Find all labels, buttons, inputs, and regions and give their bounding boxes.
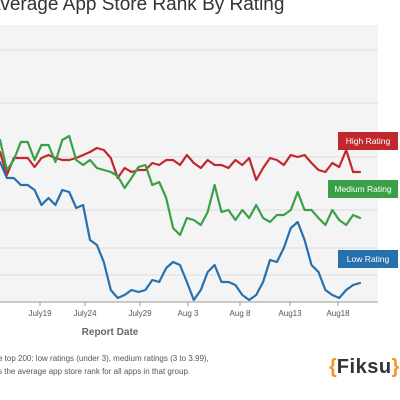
chart-title: Average App Store Rank By Rating [0, 0, 285, 15]
series-label-high-rating: High Rating [338, 132, 398, 150]
series-line-high-rating [0, 146, 362, 182]
x-axis-ticks: July19 July24 July29 Aug 3 Aug 8 Aug13 Aug18 [28, 302, 350, 318]
x-tick-label: Aug 3 [178, 309, 199, 318]
series-label-text: Medium Rating [334, 184, 391, 194]
footnote-line-1: e top 200: low ratings (under 3), medium… [0, 354, 209, 363]
logo-wordmark: Fiksu [336, 356, 392, 378]
series-label-low-rating: Low Rating [338, 250, 398, 268]
series-label-box [328, 180, 398, 198]
x-tick-label: July19 [28, 309, 52, 318]
series-label-box [338, 132, 398, 150]
series-labels: High Rating Medium Rating Low Rating [328, 132, 398, 268]
series-line-low-rating [0, 160, 362, 302]
series-label-text: High Rating [346, 136, 391, 146]
x-tick-label: Aug13 [278, 309, 302, 318]
plot-background [0, 25, 378, 302]
x-tick-label: July24 [73, 309, 97, 318]
series-label-box [338, 250, 398, 268]
footnote: e top 200: low ratings (under 3), medium… [0, 352, 209, 378]
x-axis-label: Report Date [82, 327, 139, 338]
series-line-medium-rating [0, 134, 362, 237]
series-label-medium-rating: Medium Rating [328, 180, 398, 198]
footnote-line-2: s the average app store rank for all app… [0, 367, 191, 376]
series-lines [0, 134, 362, 302]
fiksu-logo: {Fiksu} [329, 356, 399, 379]
x-tick-label: Aug18 [326, 309, 350, 318]
x-tick-label: July29 [128, 309, 152, 318]
x-tick-label: Aug 8 [230, 309, 251, 318]
series-label-text: Low Rating [347, 254, 390, 264]
logo-brace-close: } [391, 356, 400, 378]
logo-brace-open: { [329, 356, 337, 378]
